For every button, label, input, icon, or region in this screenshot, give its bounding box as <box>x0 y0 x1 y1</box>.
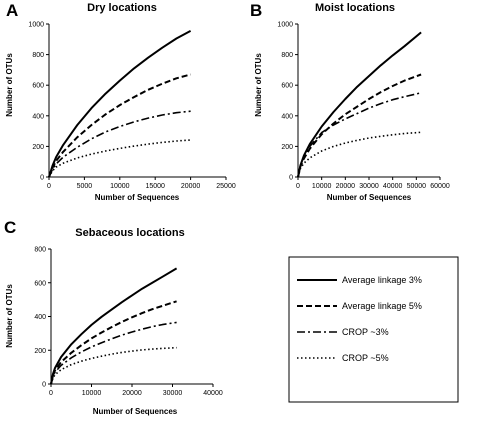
x-axis-title-c: Number of Sequences <box>93 407 178 416</box>
x-tick-label-a: 5000 <box>77 183 93 190</box>
plot-area-c: 0 10000 20000 30000 40000 0 200 400 600 800 <box>34 247 223 398</box>
x-tick-label-c: 30000 <box>163 390 183 397</box>
series-line-b-1 <box>297 31 422 178</box>
panel-title-moist: Moist locations <box>315 2 395 14</box>
x-tick-label-b: 50000 <box>407 183 427 190</box>
plot-area-a: 0 5000 10000 15000 20000 25000 0 200 400 600 800 10… <box>28 22 235 191</box>
y-axis-title-b: Number of OTUs <box>254 53 263 117</box>
y-tick-label-b: 400 <box>281 113 293 120</box>
panel-letter-c: C <box>4 218 16 237</box>
series-line-b-3 <box>297 92 422 178</box>
y-tick-label-c: 0 <box>42 382 46 389</box>
x-tick-label-b: 30000 <box>359 183 379 190</box>
x-tick-label-b: 40000 <box>383 183 403 190</box>
series-line-c-1 <box>50 267 178 385</box>
y-tick-label-b: 600 <box>281 83 293 90</box>
x-tick-label-b: 20000 <box>336 183 356 190</box>
y-tick-label-a: 200 <box>32 144 44 151</box>
y-axis-title-a: Number of OTUs <box>5 53 14 117</box>
x-tick-label-c: 10000 <box>82 390 102 397</box>
panel-a: A Dry locations Number of OTUs Number of… <box>5 1 236 202</box>
y-tick-label-c: 200 <box>34 348 46 355</box>
series-line-b-2 <box>297 73 422 178</box>
x-tick-label-c: 20000 <box>122 390 142 397</box>
panel-letter-a: A <box>6 1 18 20</box>
series-line-a-1 <box>48 30 192 178</box>
series-line-c-3 <box>50 321 177 385</box>
x-axis-title-a: Number of Sequences <box>95 193 180 202</box>
x-tick-label-b: 60000 <box>430 183 450 190</box>
y-tick-label-b: 800 <box>281 52 293 59</box>
y-tick-label-a: 800 <box>32 52 44 59</box>
x-tick-label-a: 20000 <box>181 183 201 190</box>
panel-letter-b: B <box>250 1 262 20</box>
series-line-a-2 <box>48 73 191 178</box>
y-tick-label-c: 800 <box>34 247 46 254</box>
legend-entries: Average linkage 3% Average linkage 5% CROP… <box>297 275 422 363</box>
legend: Average linkage 3% Average linkage 5% CROP… <box>288 256 459 403</box>
legend-label-2: Average linkage 5% <box>342 301 422 311</box>
y-tick-label-a: 1000 <box>28 22 44 29</box>
x-tick-label-b: 0 <box>296 183 300 190</box>
x-tick-label-a: 15000 <box>145 183 165 190</box>
series-line-c-2 <box>50 300 177 385</box>
y-tick-label-a: 0 <box>40 175 44 182</box>
legend-box <box>288 256 459 403</box>
panel-title-dry: Dry locations <box>87 2 157 14</box>
y-tick-label-a: 400 <box>32 113 44 120</box>
series-line-a-3 <box>48 110 191 178</box>
panel-title-sebaceous: Sebaceous locations <box>75 227 184 239</box>
series-line-c-4 <box>50 346 177 385</box>
panel-c: C Sebaceous locations Number of OTUs Num… <box>4 218 223 416</box>
y-tick-label-b: 0 <box>289 175 293 182</box>
y-tick-label-b: 200 <box>281 144 293 151</box>
legend-label-4: CROP ~5% <box>342 353 389 363</box>
y-axis-title-c: Number of OTUs <box>5 284 14 348</box>
x-tick-label-b: 10000 <box>312 183 332 190</box>
legend-label-3: CROP ~3% <box>342 327 389 337</box>
y-tick-label-a: 600 <box>32 83 44 90</box>
y-tick-label-b: 1000 <box>277 22 293 29</box>
y-tick-label-c: 400 <box>34 314 46 321</box>
series-line-a-4 <box>48 139 191 178</box>
panel-b: B Moist locations Number of OTUs Number … <box>250 1 450 202</box>
x-axis-title-b: Number of Sequences <box>327 193 412 202</box>
plot-area-b: 0 10000 20000 30000 40000 50000 60000 0 200 400 60… <box>277 22 449 191</box>
x-tick-label-c: 0 <box>49 390 53 397</box>
y-tick-label-c: 600 <box>34 280 46 287</box>
x-tick-label-c: 40000 <box>203 390 223 397</box>
x-tick-label-a: 10000 <box>110 183 130 190</box>
x-tick-label-a: 0 <box>47 183 51 190</box>
x-tick-label-a: 25000 <box>216 183 236 190</box>
legend-label-1: Average linkage 3% <box>342 275 422 285</box>
